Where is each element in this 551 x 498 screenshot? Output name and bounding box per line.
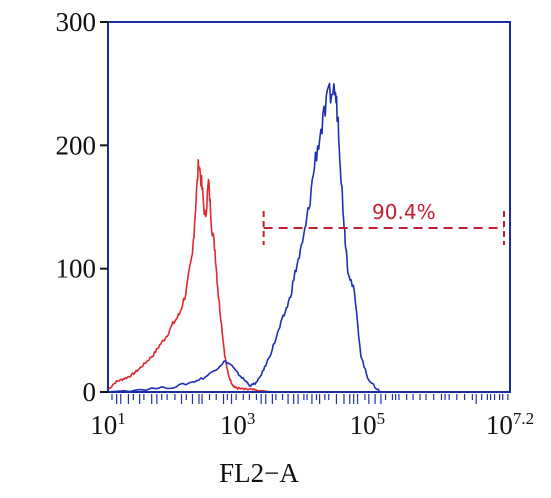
y-tick-label: 200	[56, 130, 97, 160]
y-tick-label: 300	[56, 7, 97, 37]
gate-marker: 90.4%	[262, 200, 505, 245]
x-tick-label: 101	[90, 409, 126, 440]
series-line-1	[107, 159, 271, 393]
x-tick-label: 103	[220, 409, 256, 440]
plot-frame	[107, 21, 511, 393]
x-tick-label: 105	[350, 409, 386, 440]
x-axis: 101 103 105 107.2	[90, 394, 534, 440]
gate-label: 90.4%	[372, 200, 436, 224]
x-tick-label: 107.2	[486, 409, 534, 440]
series-layer	[107, 82, 381, 393]
y-tick-label: 0	[83, 377, 97, 407]
x-axis-title: FL2−A	[219, 458, 299, 488]
y-tick-label: 100	[56, 254, 97, 284]
y-axis: 0 100 200 300	[56, 7, 108, 407]
series-line-2	[107, 82, 381, 393]
